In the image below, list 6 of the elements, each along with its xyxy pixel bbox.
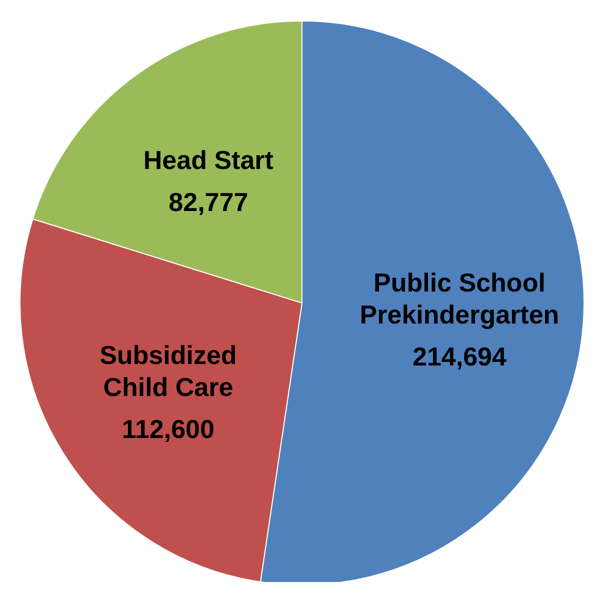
slice-label: Head Start: [143, 144, 274, 175]
slice-label: Public School Prekindergarten: [360, 268, 560, 330]
data-label: 112,600: [122, 414, 214, 444]
data-label: 82,777: [168, 186, 248, 217]
slice-label: Subsidized Child Care: [100, 340, 237, 402]
data-label: 214,694: [412, 342, 508, 372]
